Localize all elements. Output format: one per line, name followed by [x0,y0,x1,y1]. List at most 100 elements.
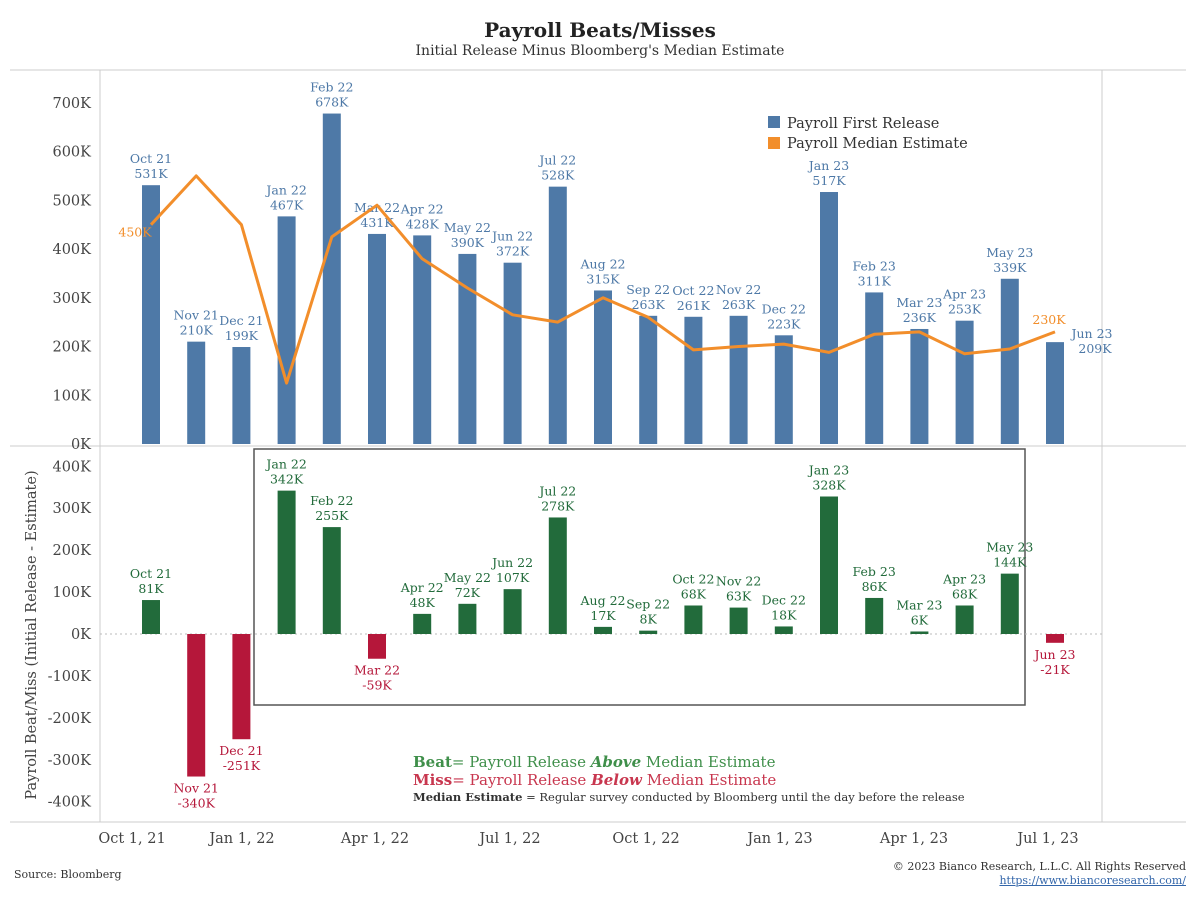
x-tick-label: Apr 1, 22 [340,831,409,847]
beat-value-label: 63K [726,589,752,604]
beat-miss-bar [639,630,658,634]
release-value-label: 253K [948,302,982,317]
miss-pre: = Payroll Release [452,771,591,789]
legend-release-swatch [768,116,780,128]
beat-month-label: Oct 22 [672,571,714,586]
median-rest: = Regular survey conducted by Bloomberg … [522,790,964,804]
miss-value-label: -340K [177,796,215,811]
miss-month-label: Mar 22 [354,663,400,678]
beat-miss-bar [729,607,748,634]
beat-value-label: 86K [862,579,888,594]
release-bar [820,192,838,444]
miss-value-label: -21K [1040,662,1070,677]
release-month-label: Nov 22 [716,282,761,297]
beat-miss-bar [820,496,838,634]
y-tick-label: 400K [52,242,92,258]
release-bar [413,235,432,444]
y-tick-label: 700K [52,96,92,112]
release-month-label: Jun 23 [1070,326,1113,341]
release-value-label: 372K [496,244,530,259]
release-month-label: Sep 22 [626,282,670,297]
release-bar [594,290,612,444]
beat-month-label: Feb 23 [853,564,896,579]
miss-value-label: -251K [223,758,261,773]
beat-month-label: Oct 21 [130,566,172,581]
x-tick-label: Oct 1, 22 [612,831,679,847]
beat-month-label: Sep 22 [626,597,670,612]
beat-month-label: Feb 22 [310,493,353,508]
beat-miss-bar [1046,634,1064,643]
miss-word: Miss [413,771,452,789]
y-tick-label: 300K [52,291,92,307]
beat-month-label: Mar 23 [896,597,942,612]
release-value-label: 199K [225,328,259,343]
release-month-label: Aug 22 [580,256,626,271]
y-axis-title: Payroll Beat/Miss (Initial Release - Est… [24,470,40,799]
miss-post: Median Estimate [642,771,776,789]
website-link[interactable]: https://www.biancoresearch.com/ [999,874,1186,887]
beat-value-label: 278K [541,498,575,513]
beat-note: Beat= Payroll Release Above Median Estim… [413,753,776,771]
beat-miss-bar [910,631,929,634]
beat-miss-bar [548,517,567,634]
beat-value-label: 8K [640,612,658,627]
release-value-label: 531K [134,166,168,181]
release-month-label: Apr 22 [400,201,444,216]
release-value-label: 390K [451,235,485,250]
beat-value-label: 342K [270,472,304,487]
release-value-label: 261K [677,298,711,313]
release-bar [729,315,748,444]
y-tick-label: 400K [52,459,92,475]
source-note: Source: Bloomberg [14,868,122,881]
release-bar [368,233,386,444]
miss-month-label: Dec 21 [219,743,263,758]
beat-word: Beat [413,753,452,771]
chart-subtitle: Initial Release Minus Bloomberg's Median… [415,43,785,59]
release-month-label: Feb 23 [853,258,896,273]
beat-miss-bar [232,634,251,740]
chart-title: Payroll Beats/Misses [484,18,716,42]
beat-month-label: Jun 22 [490,555,533,570]
estimate-value-label: 450K [118,225,152,240]
chart-frame [10,69,1186,823]
release-bar [187,341,206,444]
estimate-value-label: 230K [1032,312,1066,327]
beat-value-label: 48K [410,595,436,610]
beat-miss-bar [774,626,793,634]
median-note: Median Estimate = Regular survey conduct… [413,790,965,804]
release-value-label: 263K [722,297,756,312]
beat-month-label: May 22 [444,570,491,585]
legend: Payroll First Release Payroll Median Est… [768,116,968,152]
release-bar [277,216,296,444]
x-tick-label: Oct 1, 21 [98,831,165,847]
beat-miss-bar [503,589,522,634]
legend-estimate-label: Payroll Median Estimate [787,136,968,152]
y-tick-label: 500K [52,193,92,209]
beat-value-label: 18K [771,607,797,622]
release-bar [232,347,251,444]
release-value-label: 528K [541,168,575,183]
release-value-label: 315K [586,271,620,286]
beat-miss-bar [684,605,703,634]
release-value-label: 517K [812,173,846,188]
beat-month-label: May 23 [986,540,1033,555]
x-axis: Oct 1, 21 Jan 1, 22 Apr 1, 22 Jul 1, 22 Oct … [98,831,1078,847]
miss-value-label: -59K [362,678,392,693]
release-value-label: 431K [360,215,394,230]
y-tick-label: 200K [52,543,92,559]
beat-month-label: Dec 22 [762,592,806,607]
y-tick-label: 100K [52,388,92,404]
y-tick-label: 600K [52,145,92,161]
x-tick-label: Jan 1, 23 [745,831,812,847]
beat-miss-bar [1000,573,1019,634]
release-month-label: Dec 22 [762,301,806,316]
release-value-label: 428K [406,216,440,231]
beat-value-label: 72K [455,585,481,600]
release-bar [503,262,522,444]
y-tick-label: 100K [52,585,92,601]
release-bar [910,328,929,444]
beat-miss-bar [955,605,974,634]
beat-miss-bar [322,527,341,634]
beat-month-label: Jul 22 [537,483,576,498]
beat-month-label: Aug 22 [580,593,626,608]
